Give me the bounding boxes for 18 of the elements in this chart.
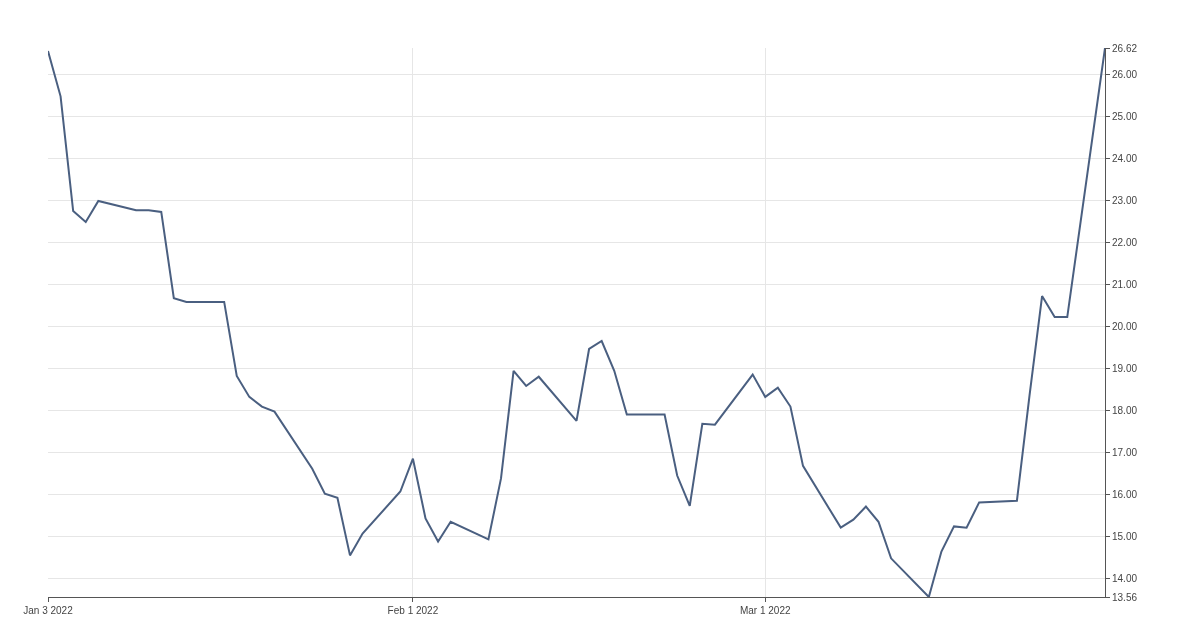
x-tick-label: Jan 3 2022 [23, 605, 74, 616]
y-tick-label: 25.00 [1112, 110, 1138, 122]
y-tick-label: 20.00 [1112, 320, 1138, 332]
y-tick-label: 22.00 [1112, 236, 1138, 248]
x-tick-label: Mar 1 2022 [739, 605, 791, 616]
y-tick-label: 13.56 [1112, 591, 1138, 603]
y-tick-label: 16.00 [1112, 488, 1138, 500]
x-tick-label: Feb 1 2022 [387, 605, 439, 616]
y-tick-label: 26.62 [1112, 42, 1138, 54]
y-tick-label: 17.00 [1112, 446, 1138, 458]
y-tick-label: 26.00 [1112, 68, 1138, 80]
y-tick-label: 18.00 [1112, 404, 1138, 416]
y-tick-label: 19.00 [1112, 362, 1138, 374]
y-tick-label: 24.00 [1112, 152, 1138, 164]
y-tick-label: 15.00 [1112, 530, 1138, 542]
y-tick-label: 21.00 [1112, 278, 1138, 290]
y-tick-label: 14.00 [1112, 573, 1138, 584]
y-tick-label: 23.00 [1112, 194, 1138, 206]
